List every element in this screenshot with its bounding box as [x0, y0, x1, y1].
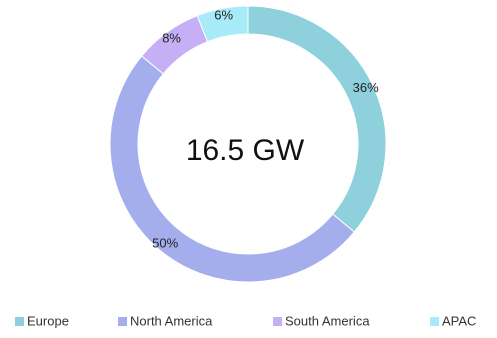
slice-europe: [247, 5, 387, 233]
legend-label-europe: Europe: [27, 313, 69, 328]
legend-swatch-north-america: [118, 317, 127, 326]
slices-group: [109, 5, 387, 283]
legend-label-south-america: South America: [285, 313, 370, 328]
legend: Europe North America South America APAC: [15, 313, 476, 328]
legend-item-apac: APAC: [430, 313, 476, 328]
slice-label-south-america: 8%: [162, 30, 181, 45]
slice-label-north-america: 50%: [152, 236, 178, 251]
slice-label-apac: 6%: [214, 8, 233, 23]
legend-label-apac: APAC: [442, 313, 476, 328]
legend-item-europe: Europe: [15, 313, 69, 328]
legend-swatch-europe: [15, 317, 24, 326]
legend-label-north-america: North America: [130, 313, 213, 328]
slice-north-america: [109, 55, 356, 283]
slice-apac: [196, 5, 249, 43]
legend-item-south-america: South America: [273, 313, 370, 328]
legend-swatch-south-america: [273, 317, 282, 326]
legend-item-north-america: North America: [118, 313, 213, 328]
center-total-label: 16.5 GW: [186, 134, 305, 167]
slice-label-europe: 36%: [353, 80, 379, 95]
slice-labels-group: 36% 50% 8% 6%: [152, 8, 379, 251]
legend-swatch-apac: [430, 317, 439, 326]
